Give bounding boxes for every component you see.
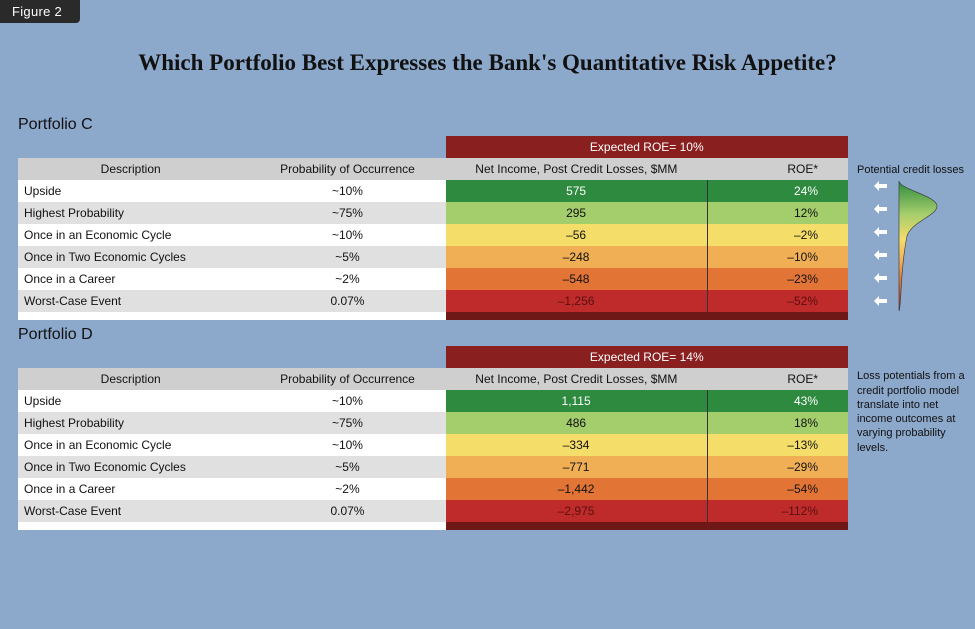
cell-roe: 12% (707, 202, 848, 224)
column-header: Net Income, Post Credit Losses, $MM (446, 368, 708, 390)
sidebar-caption-top: Potential credit losses (857, 163, 965, 177)
arrow-icon (879, 298, 891, 306)
cell-net-income: –771 (446, 456, 708, 478)
sidebar: Potential credit losses Loss potentials … (857, 163, 965, 455)
page-title: Which Portfolio Best Expresses the Bank'… (0, 50, 975, 76)
cell-roe: –52% (707, 290, 848, 312)
cell-probability: ~5% (249, 246, 445, 268)
cell-probability: ~2% (249, 268, 445, 290)
cell-probability: ~5% (249, 456, 445, 478)
cell-description: Highest Probability (18, 412, 249, 434)
table-row: Highest Probability~75%29512% (18, 202, 848, 224)
cell-description: Once in a Career (18, 268, 249, 290)
table-row: Highest Probability~75%48618% (18, 412, 848, 434)
column-header: Description (18, 158, 249, 180)
cell-roe: –23% (707, 268, 848, 290)
cell-probability: ~2% (249, 478, 445, 500)
cell-net-income: 486 (446, 412, 708, 434)
portfolio-tables: Portfolio CExpected ROE= 10%DescriptionP… (18, 110, 848, 530)
cell-roe: 18% (707, 412, 848, 434)
portfolio-name: Portfolio C (18, 116, 848, 134)
cell-roe: 24% (707, 180, 848, 202)
cell-description: Highest Probability (18, 202, 249, 224)
cell-probability: 0.07% (249, 500, 445, 522)
cell-net-income: –248 (446, 246, 708, 268)
cell-description: Upside (18, 180, 249, 202)
table-row: Upside~10%1,11543% (18, 390, 848, 412)
cell-description: Once in an Economic Cycle (18, 224, 249, 246)
portfolio-table: Expected ROE= 10% DescriptionProbability … (18, 136, 848, 320)
cell-net-income: 575 (446, 180, 708, 202)
cell-net-income: –1,442 (446, 478, 708, 500)
column-header: Probability of Occurrence (249, 368, 445, 390)
cell-net-income: –56 (446, 224, 708, 246)
cell-description: Once in Two Economic Cycles (18, 246, 249, 268)
arrow-icon (879, 206, 891, 214)
column-header: ROE* (707, 158, 848, 180)
cell-description: Once in a Career (18, 478, 249, 500)
cell-net-income: –334 (446, 434, 708, 456)
cell-net-income: 295 (446, 202, 708, 224)
table-row: Worst-Case Event0.07%–2,975–112% (18, 500, 848, 522)
table-row: Worst-Case Event0.07%–1,256–52% (18, 290, 848, 312)
sidebar-caption-bottom: Loss potentials from a credit portfolio … (857, 369, 965, 455)
cell-roe: –29% (707, 456, 848, 478)
cell-net-income: –548 (446, 268, 708, 290)
cell-description: Worst-Case Event (18, 500, 249, 522)
column-header: ROE* (707, 368, 848, 390)
arrow-icon (879, 275, 891, 283)
cell-net-income: –1,256 (446, 290, 708, 312)
cell-roe: –54% (707, 478, 848, 500)
table-row: Upside~10%57524% (18, 180, 848, 202)
loss-distribution-graphic (897, 181, 942, 311)
column-header: Description (18, 368, 249, 390)
cell-probability: ~10% (249, 180, 445, 202)
cell-roe: –10% (707, 246, 848, 268)
table-row: Once in a Career~2%–1,442–54% (18, 478, 848, 500)
table-row: Once in Two Economic Cycles~5%–248–10% (18, 246, 848, 268)
cell-roe: –2% (707, 224, 848, 246)
cell-description: Once in an Economic Cycle (18, 434, 249, 456)
column-header: Probability of Occurrence (249, 158, 445, 180)
cell-probability: ~75% (249, 412, 445, 434)
cell-probability: 0.07% (249, 290, 445, 312)
table-row: Once in Two Economic Cycles~5%–771–29% (18, 456, 848, 478)
arrow-icon (879, 252, 891, 260)
table-row: Once in an Economic Cycle~10%–334–13% (18, 434, 848, 456)
cell-roe: 43% (707, 390, 848, 412)
expected-roe-bar: Expected ROE= 10% (446, 136, 848, 158)
cell-description: Upside (18, 390, 249, 412)
cell-net-income: 1,115 (446, 390, 708, 412)
cell-net-income: –2,975 (446, 500, 708, 522)
cell-roe: –112% (707, 500, 848, 522)
arrow-icon (879, 183, 891, 191)
cell-roe: –13% (707, 434, 848, 456)
table-row: Once in a Career~2%–548–23% (18, 268, 848, 290)
cell-description: Worst-Case Event (18, 290, 249, 312)
expected-roe-bar: Expected ROE= 14% (446, 346, 848, 368)
cell-description: Once in Two Economic Cycles (18, 456, 249, 478)
portfolio-table: Expected ROE= 14% DescriptionProbability … (18, 346, 848, 530)
figure-label: Figure 2 (0, 0, 80, 23)
column-header: Net Income, Post Credit Losses, $MM (446, 158, 708, 180)
table-row: Once in an Economic Cycle~10%–56–2% (18, 224, 848, 246)
portfolio-name: Portfolio D (18, 326, 848, 344)
arrow-icon (879, 229, 891, 237)
cell-probability: ~10% (249, 390, 445, 412)
cell-probability: ~10% (249, 224, 445, 246)
cell-probability: ~75% (249, 202, 445, 224)
distribution-svg (897, 181, 942, 311)
cell-probability: ~10% (249, 434, 445, 456)
